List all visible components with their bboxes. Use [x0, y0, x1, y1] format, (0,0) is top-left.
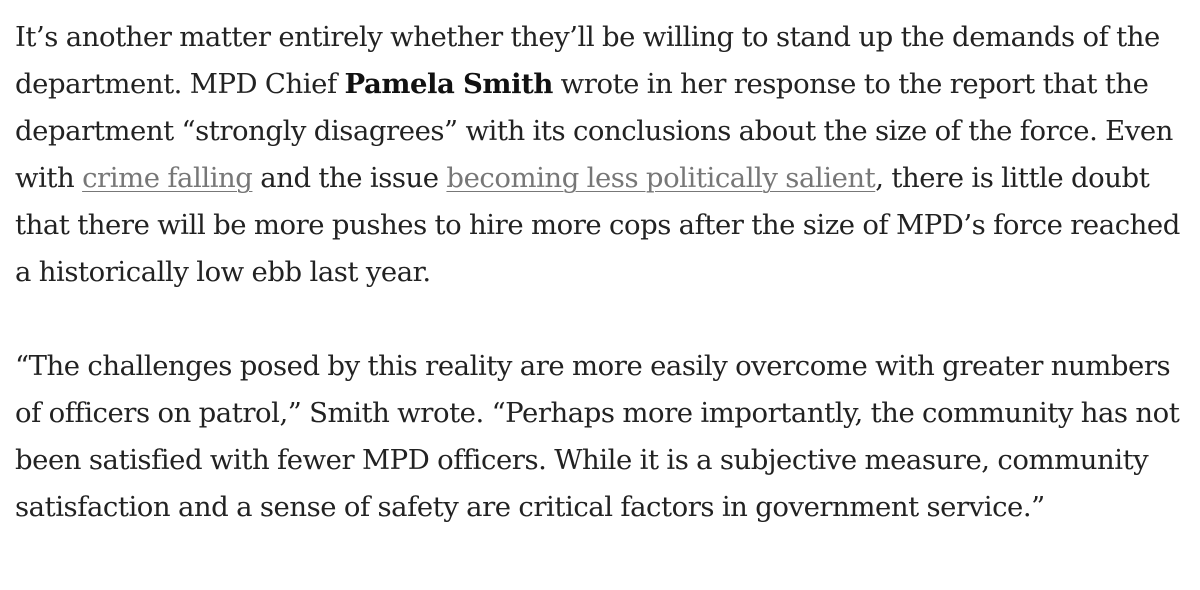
paragraph-1: It’s another matter entirely whether the… [15, 14, 1180, 296]
paragraph-1-text-d: , there is little doubt that there will … [15, 162, 1180, 288]
paragraph-2: “The challenges posed by this reality ar… [15, 343, 1180, 531]
paragraph-1-text-c: and the issue [252, 162, 447, 194]
paragraph-1-text-b: wrote in her response to the report that… [15, 68, 1173, 194]
paragraph-2-text: “The challenges posed by this reality ar… [15, 350, 1180, 523]
paragraph-1-text-a: It’s another matter entirely whether the… [15, 21, 1160, 100]
politically-salient-link[interactable]: becoming less politically salient [446, 162, 876, 194]
pamela-smith-name: Pamela Smith [344, 68, 553, 100]
crime-falling-link[interactable]: crime falling [82, 162, 253, 194]
